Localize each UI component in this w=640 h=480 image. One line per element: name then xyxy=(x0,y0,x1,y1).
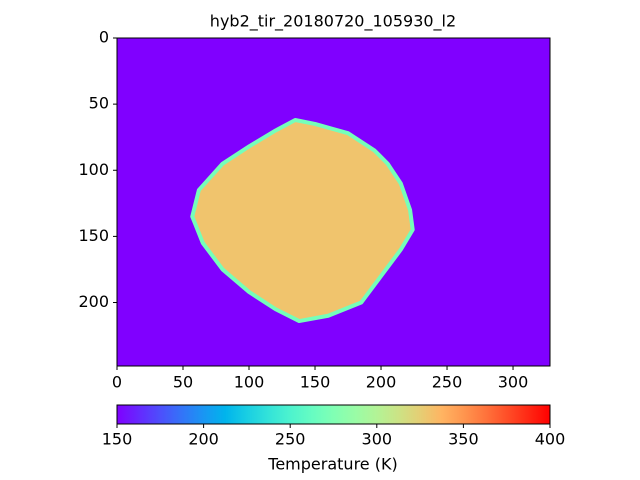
x-tick-label: 0 xyxy=(112,373,122,392)
colorbar-tick-label: 300 xyxy=(362,430,393,449)
colorbar-tick-label: 250 xyxy=(275,430,306,449)
y-tick-label: 100 xyxy=(78,160,109,179)
x-tick-label: 50 xyxy=(173,373,193,392)
colorbar xyxy=(116,404,551,425)
colorbar-tick-label: 150 xyxy=(102,430,133,449)
x-tick-label: 250 xyxy=(432,373,463,392)
x-tick-label: 300 xyxy=(498,373,529,392)
chart-title: hyb2_tir_20180720_105930_l2 xyxy=(210,12,456,32)
x-tick-label: 100 xyxy=(234,373,265,392)
colorbar-tick-label: 200 xyxy=(188,430,219,449)
asteroid-rim xyxy=(190,118,415,324)
colorbar-tick-label: 350 xyxy=(448,430,479,449)
colorbar-label: Temperature (K) xyxy=(267,455,397,474)
y-tick-label: 50 xyxy=(89,94,109,113)
y-tick-label: 200 xyxy=(78,292,109,311)
asteroid-body xyxy=(192,120,413,322)
x-tick-label: 200 xyxy=(366,373,397,392)
colorbar-tick-label: 400 xyxy=(535,430,566,449)
y-tick-label: 0 xyxy=(99,28,109,47)
y-tick-label: 150 xyxy=(78,226,109,245)
axes-frame xyxy=(116,37,551,367)
x-tick-label: 150 xyxy=(300,373,331,392)
